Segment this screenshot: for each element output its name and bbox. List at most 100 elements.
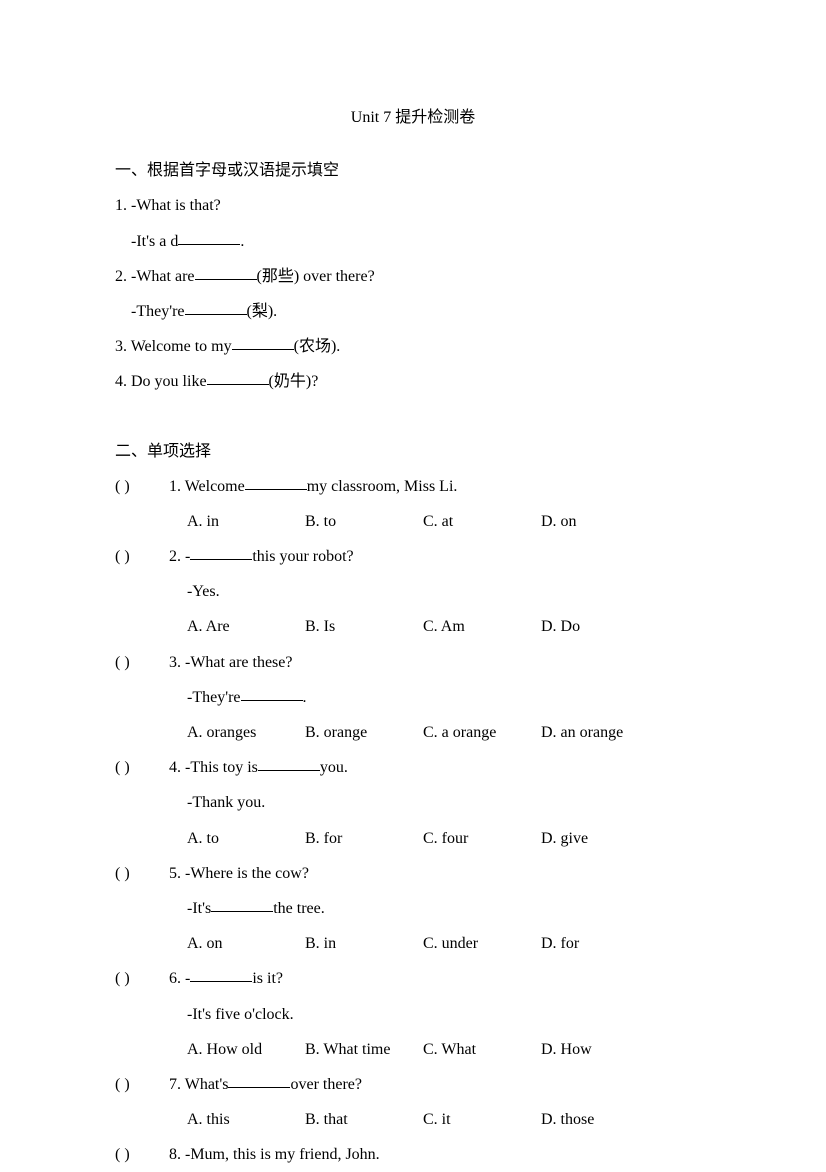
answer-paren[interactable]: ( ) — [115, 1137, 169, 1172]
blank[interactable] — [232, 334, 294, 350]
s1-q2-l2b: (梨). — [247, 303, 278, 320]
mcq-q7-options: A. this B. that C. it D. those — [115, 1102, 711, 1137]
option-d[interactable]: D. on — [541, 504, 659, 539]
blank[interactable] — [178, 229, 240, 245]
option-b[interactable]: B. that — [305, 1102, 423, 1137]
option-a[interactable]: A. Are — [187, 609, 305, 644]
option-d[interactable]: D. those — [541, 1102, 659, 1137]
answer-paren[interactable]: ( ) — [115, 750, 169, 785]
mcq-q2-stem: ( ) 2. - this your robot? — [115, 539, 711, 574]
s1-q3a: 3. Welcome to my — [115, 338, 232, 355]
option-c[interactable]: C. a orange — [423, 715, 541, 750]
mcq-q3-options: A. oranges B. orange C. a orange D. an o… — [115, 715, 711, 750]
mcq-q4-options: A. to B. for C. four D. give — [115, 821, 711, 856]
s1-q3b: (农场). — [294, 338, 341, 355]
answer-paren[interactable]: ( ) — [115, 961, 169, 996]
mcq-q6-sub: -It's five o'clock. — [115, 997, 711, 1032]
s1-q2-l1b: (那些) over there? — [257, 268, 375, 285]
s1-q1-l2a: -It's a d — [131, 233, 178, 250]
option-c[interactable]: C. at — [423, 504, 541, 539]
blank[interactable] — [245, 474, 307, 490]
q7-post: over there? — [290, 1076, 362, 1093]
option-a[interactable]: A. on — [187, 926, 305, 961]
mcq-q5-options: A. on B. in C. under D. for — [115, 926, 711, 961]
s1-q1-l2b: . — [240, 233, 244, 250]
mcq-q6-stem: ( ) 6. - is it? — [115, 961, 711, 996]
q8-stem: 8. -Mum, this is my friend, John. — [169, 1137, 711, 1172]
option-d[interactable]: D. How — [541, 1032, 659, 1067]
blank[interactable] — [241, 685, 303, 701]
section1-header: 一、根据首字母或汉语提示填空 — [115, 153, 711, 188]
mcq-q3-stem: ( ) 3. -What are these? — [115, 645, 711, 680]
q7-pre: 7. What's — [169, 1076, 228, 1093]
mcq-q8-stem: ( ) 8. -Mum, this is my friend, John. — [115, 1137, 711, 1172]
section2-header: 二、单项选择 — [115, 434, 711, 469]
s1-q4b: (奶牛)? — [269, 373, 319, 390]
option-b[interactable]: B. What time — [305, 1032, 423, 1067]
q5-sub-post: the tree. — [273, 900, 325, 917]
q3-sub-post: . — [303, 689, 307, 706]
q6-post: is it? — [252, 970, 283, 987]
s1-q2-l2a: -They're — [131, 303, 185, 320]
mcq-q4-sub: -Thank you. — [115, 785, 711, 820]
s1-q2-l1a: 2. -What are — [115, 268, 195, 285]
q2-post: this your robot? — [252, 548, 353, 565]
q1-post: my classroom, Miss Li. — [307, 478, 458, 495]
option-c[interactable]: C. it — [423, 1102, 541, 1137]
q2-pre: 2. - — [169, 548, 190, 565]
mcq-q1-options: A. in B. to C. at D. on — [115, 504, 711, 539]
s1-q2-line2: -They're (梨). — [115, 294, 711, 329]
page-title: Unit 7 提升检测卷 — [115, 100, 711, 135]
mcq-q5-sub: -It's the tree. — [115, 891, 711, 926]
blank[interactable] — [190, 966, 252, 982]
answer-paren[interactable]: ( ) — [115, 856, 169, 891]
blank[interactable] — [195, 264, 257, 280]
option-a[interactable]: A. oranges — [187, 715, 305, 750]
q3-stem: 3. -What are these? — [169, 645, 711, 680]
option-d[interactable]: D. give — [541, 821, 659, 856]
mcq-q4-stem: ( ) 4. -This toy is you. — [115, 750, 711, 785]
option-d[interactable]: D. an orange — [541, 715, 659, 750]
option-d[interactable]: D. for — [541, 926, 659, 961]
s1-q4a: 4. Do you like — [115, 373, 207, 390]
option-a[interactable]: A. How old — [187, 1032, 305, 1067]
q5-stem: 5. -Where is the cow? — [169, 856, 711, 891]
mcq-q2-options: A. Are B. Is C. Am D. Do — [115, 609, 711, 644]
mcq-q1-stem: ( ) 1. Welcome my classroom, Miss Li. — [115, 469, 711, 504]
option-d[interactable]: D. Do — [541, 609, 659, 644]
option-b[interactable]: B. to — [305, 504, 423, 539]
answer-paren[interactable]: ( ) — [115, 539, 169, 574]
answer-paren[interactable]: ( ) — [115, 469, 169, 504]
mcq-q3-sub: -They're. — [115, 680, 711, 715]
option-b[interactable]: B. for — [305, 821, 423, 856]
option-b[interactable]: B. Is — [305, 609, 423, 644]
answer-paren[interactable]: ( ) — [115, 1067, 169, 1102]
q4-post: you. — [320, 759, 348, 776]
s1-q1-line1: 1. -What is that? — [115, 188, 711, 223]
option-c[interactable]: C. under — [423, 926, 541, 961]
blank[interactable] — [211, 896, 273, 912]
option-c[interactable]: C. four — [423, 821, 541, 856]
option-a[interactable]: A. to — [187, 821, 305, 856]
option-c[interactable]: C. What — [423, 1032, 541, 1067]
q5-sub-pre: -It's — [187, 900, 211, 917]
blank[interactable] — [185, 299, 247, 315]
option-c[interactable]: C. Am — [423, 609, 541, 644]
blank[interactable] — [190, 544, 252, 560]
blank[interactable] — [258, 755, 320, 771]
q4-pre: 4. -This toy is — [169, 759, 258, 776]
s1-q4: 4. Do you like (奶牛)? — [115, 364, 711, 399]
s1-q2-line1: 2. -What are (那些) over there? — [115, 259, 711, 294]
option-a[interactable]: A. in — [187, 504, 305, 539]
mcq-q2-sub: -Yes. — [115, 574, 711, 609]
q3-sub-pre: -They're — [187, 689, 241, 706]
q1-pre: 1. Welcome — [169, 478, 245, 495]
option-b[interactable]: B. in — [305, 926, 423, 961]
blank[interactable] — [207, 369, 269, 385]
answer-paren[interactable]: ( ) — [115, 645, 169, 680]
q6-pre: 6. - — [169, 970, 190, 987]
blank[interactable] — [228, 1072, 290, 1088]
option-b[interactable]: B. orange — [305, 715, 423, 750]
option-a[interactable]: A. this — [187, 1102, 305, 1137]
mcq-q5-stem: ( ) 5. -Where is the cow? — [115, 856, 711, 891]
